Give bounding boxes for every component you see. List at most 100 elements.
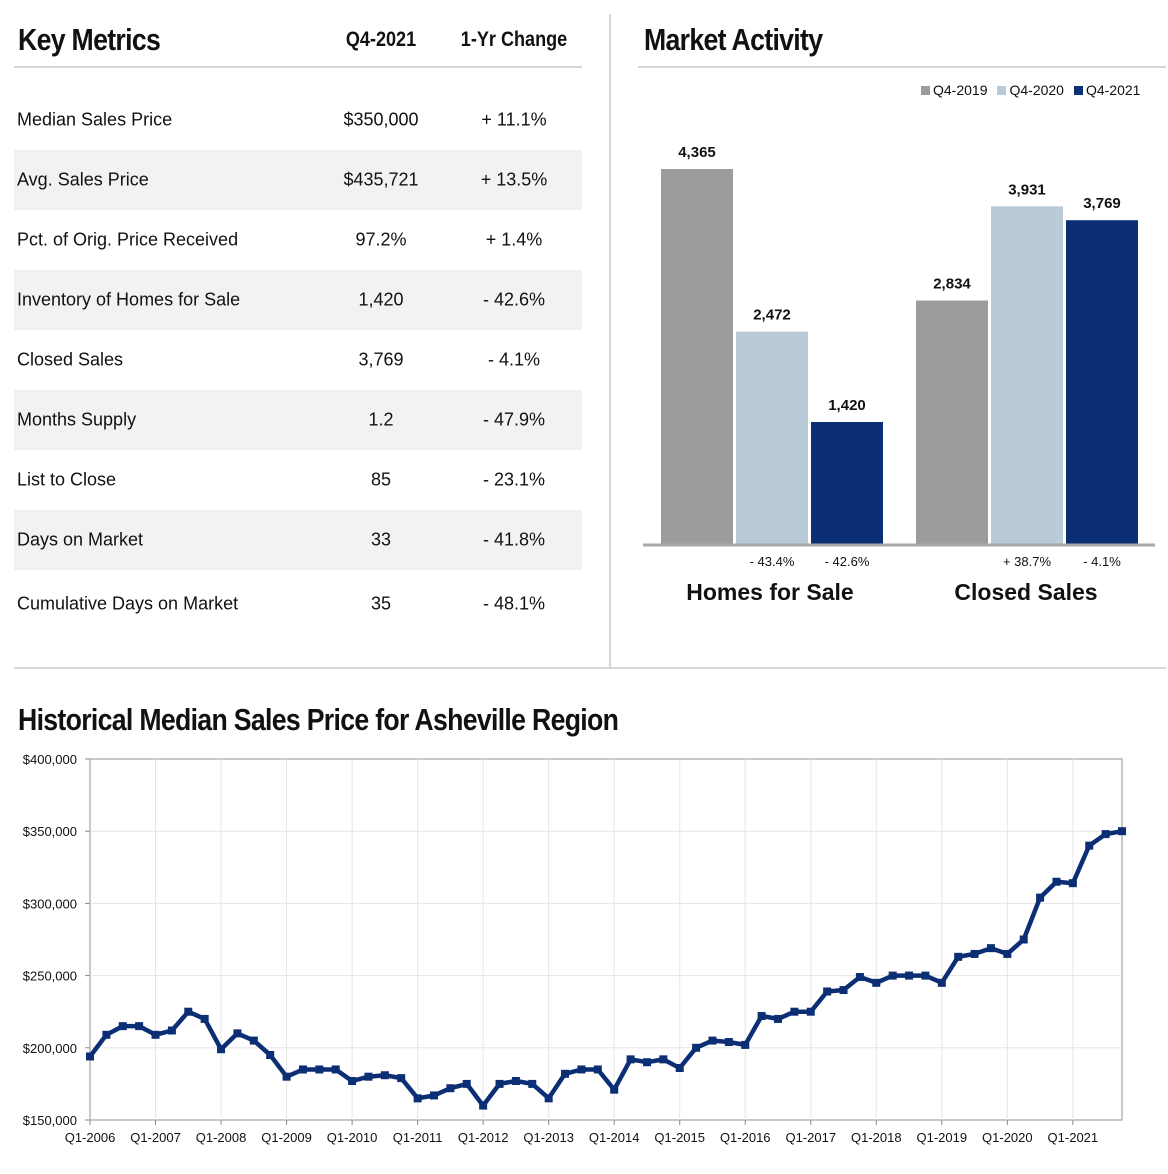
data-point [1052, 877, 1061, 886]
x-tick-label: Q1-2011 [393, 1130, 443, 1145]
metric-row-closed-sales: Closed Sales 3,769 - 4.1% [14, 330, 582, 390]
key-metrics-table: Median Sales Price $350,000 + 11.1% Avg.… [14, 90, 582, 638]
metric-label: Avg. Sales Price [17, 169, 149, 190]
data-point [544, 1094, 553, 1103]
data-point [446, 1084, 455, 1093]
metric-change: - 42.6% [482, 289, 546, 310]
bar [811, 422, 883, 544]
data-point [184, 1007, 193, 1016]
data-point [839, 986, 848, 995]
metric-row-pct-orig-price: Pct. of Orig. Price Received 97.2% + 1.4… [14, 210, 582, 270]
data-point [741, 1040, 750, 1049]
data-point [1019, 935, 1028, 944]
x-tick-label: Q1-2007 [130, 1130, 181, 1145]
data-point [430, 1091, 438, 1100]
data-point [495, 1079, 504, 1088]
y-tick-label: $400,000 [23, 752, 77, 767]
data-point [642, 1058, 651, 1067]
y-tick-label: $350,000 [23, 824, 77, 839]
historical-chart-title: Historical Median Sales Price for Ashevi… [18, 702, 619, 737]
data-point [1101, 830, 1110, 839]
bar [1066, 220, 1138, 544]
legend-label: Q4-2021 [1085, 82, 1141, 98]
metric-label: Cumulative Days on Market [17, 593, 239, 614]
x-tick-label: Q1-2018 [851, 1130, 902, 1145]
data-point [970, 949, 979, 958]
data-point [708, 1036, 717, 1045]
metric-label: Inventory of Homes for Sale [17, 289, 241, 310]
legend-item: Q4-2021 [1073, 82, 1141, 98]
data-point [1036, 893, 1045, 902]
key-metrics-rule [14, 66, 582, 68]
metric-row-days-on-market: Days on Market 33 - 41.8% [14, 510, 582, 570]
data-point [233, 1029, 242, 1038]
metric-change: - 23.1% [482, 469, 546, 490]
plot-frame [89, 758, 1123, 1121]
metric-value: 85 [370, 469, 392, 490]
metric-change: - 41.8% [482, 529, 546, 550]
data-point [561, 1069, 570, 1078]
legend-item: Q4-2019 [921, 82, 987, 98]
metric-row-inventory: Inventory of Homes for Sale 1,420 - 42.6… [14, 270, 582, 330]
category-label: Closed Sales [954, 579, 1097, 605]
legend-swatch [997, 85, 1007, 95]
data-point [217, 1045, 226, 1054]
metric-change: + 1.4% [485, 229, 543, 250]
data-point [986, 944, 995, 953]
bar-value-label: 1,420 [828, 397, 866, 414]
data-point [921, 971, 930, 980]
data-point [380, 1071, 389, 1080]
data-point [626, 1055, 635, 1064]
data-point [167, 1026, 176, 1035]
metric-row-median-price: Median Sales Price $350,000 + 11.1% [14, 90, 582, 150]
x-tick-label: Q1-2020 [982, 1130, 1033, 1145]
x-tick-label: Q1-2019 [917, 1130, 968, 1145]
data-point [331, 1065, 340, 1074]
metric-value: $435,721 [343, 169, 419, 190]
change-label: - 42.6% [825, 554, 870, 569]
x-tick-label: Q1-2014 [589, 1130, 640, 1145]
market-activity-title: Market Activity [644, 22, 823, 57]
change-label: - 4.1% [1083, 554, 1121, 569]
metric-change: - 47.9% [482, 409, 546, 430]
metric-label: Closed Sales [17, 349, 124, 370]
x-tick-label: Q1-2021 [1048, 1130, 1099, 1145]
data-point [151, 1030, 160, 1039]
legend-swatch [921, 85, 930, 95]
x-tick-label: Q1-2012 [458, 1130, 509, 1145]
metric-value: 33 [370, 529, 392, 550]
metric-change: - 48.1% [482, 593, 546, 614]
change-label: - 43.4% [750, 554, 795, 569]
data-point [954, 952, 963, 961]
change-label: + 38.7% [1003, 554, 1052, 569]
metric-row-avg-price: Avg. Sales Price $435,721 + 13.5% [14, 150, 582, 210]
data-point [364, 1072, 373, 1081]
data-point [266, 1051, 275, 1060]
data-point [200, 1014, 209, 1023]
y-tick-label: $250,000 [23, 969, 77, 984]
metric-change: - 4.1% [487, 349, 541, 370]
market-activity-chart: 4,365 2,834 2,472 3,931 1,420 3,769 - 43.4% + 3… [643, 144, 1155, 605]
data-point [724, 1038, 733, 1047]
bar [736, 331, 808, 544]
metric-row-list-to-close: List to Close 85 - 23.1% [14, 450, 582, 510]
data-point [462, 1079, 471, 1088]
data-point [659, 1055, 668, 1064]
data-point [1085, 841, 1094, 850]
y-tick-label: $200,000 [23, 1041, 77, 1056]
data-point [86, 1052, 94, 1061]
legend-label: Q4-2020 [1009, 82, 1064, 98]
horizontal-divider [14, 667, 1166, 669]
data-point [298, 1065, 307, 1074]
metric-label: Days on Market [17, 529, 144, 550]
legend-swatch [1073, 85, 1083, 95]
metric-label: Median Sales Price [17, 109, 173, 130]
period-column-header: Q4-2021 [345, 28, 417, 51]
data-point [692, 1043, 701, 1052]
data-point [593, 1065, 602, 1074]
data-point [511, 1077, 520, 1086]
data-point [1068, 879, 1077, 888]
x-tick-label: Q1-2008 [196, 1130, 247, 1145]
legend-item: Q4-2020 [997, 82, 1064, 98]
x-tick-label: Q1-2009 [261, 1130, 312, 1145]
